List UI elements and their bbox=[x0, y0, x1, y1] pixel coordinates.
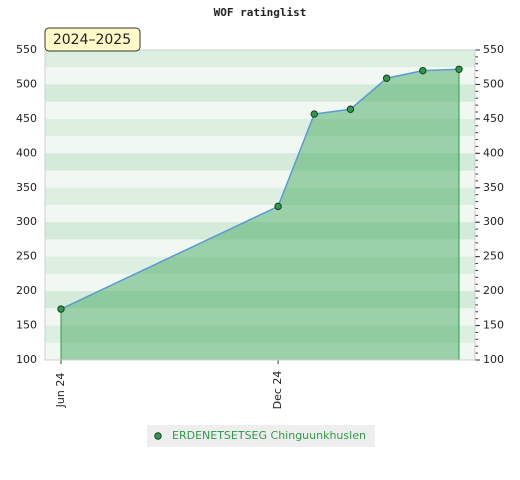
axis-frame bbox=[44, 49, 476, 361]
point bbox=[310, 110, 318, 118]
y-tick-label: 350 bbox=[16, 181, 37, 194]
y-tick-label: 100 bbox=[16, 353, 37, 366]
y2-tick-label: 100 bbox=[483, 353, 504, 366]
legend-label: ERDENETSETSEG Chinguunkhuslen bbox=[172, 429, 366, 442]
point bbox=[419, 66, 427, 75]
y-tick-label: 400 bbox=[16, 146, 37, 159]
y-tick-label: 300 bbox=[16, 215, 37, 228]
y2-tick-label: 200 bbox=[483, 284, 504, 297]
y2-tick-label: 450 bbox=[483, 112, 504, 125]
y2-tick-label: 150 bbox=[483, 319, 504, 332]
y2-tick-label: 400 bbox=[483, 146, 504, 159]
background-band bbox=[45, 50, 475, 68]
y2-tick-label: 300 bbox=[483, 215, 504, 228]
point bbox=[382, 74, 391, 82]
legend-swatch bbox=[154, 432, 162, 440]
y2-tick-label: 350 bbox=[483, 181, 504, 194]
y2-tick-label: 500 bbox=[483, 77, 504, 90]
x-tick-label: Dec 24 bbox=[271, 371, 284, 410]
y-tick-label: 250 bbox=[16, 250, 37, 263]
point bbox=[274, 202, 282, 211]
chart-title: WOF ratinglist bbox=[214, 6, 307, 19]
legend-box bbox=[147, 425, 375, 447]
y2-tick-label: 550 bbox=[483, 43, 504, 56]
y-tick-label: 200 bbox=[16, 284, 37, 297]
y-tick-label: 550 bbox=[16, 43, 37, 56]
badge: 2024–2025 bbox=[53, 32, 131, 48]
y-tick-label: 450 bbox=[16, 112, 37, 125]
point bbox=[346, 105, 355, 113]
badge-box bbox=[44, 27, 141, 52]
x-tick-label: Jun 24 bbox=[54, 373, 67, 409]
y2-tick-label: 250 bbox=[483, 250, 504, 263]
y-tick-label: 500 bbox=[16, 77, 37, 90]
background-band bbox=[45, 67, 475, 85]
y-tick-label: 150 bbox=[16, 319, 37, 332]
point bbox=[57, 305, 65, 313]
point bbox=[455, 65, 463, 73]
